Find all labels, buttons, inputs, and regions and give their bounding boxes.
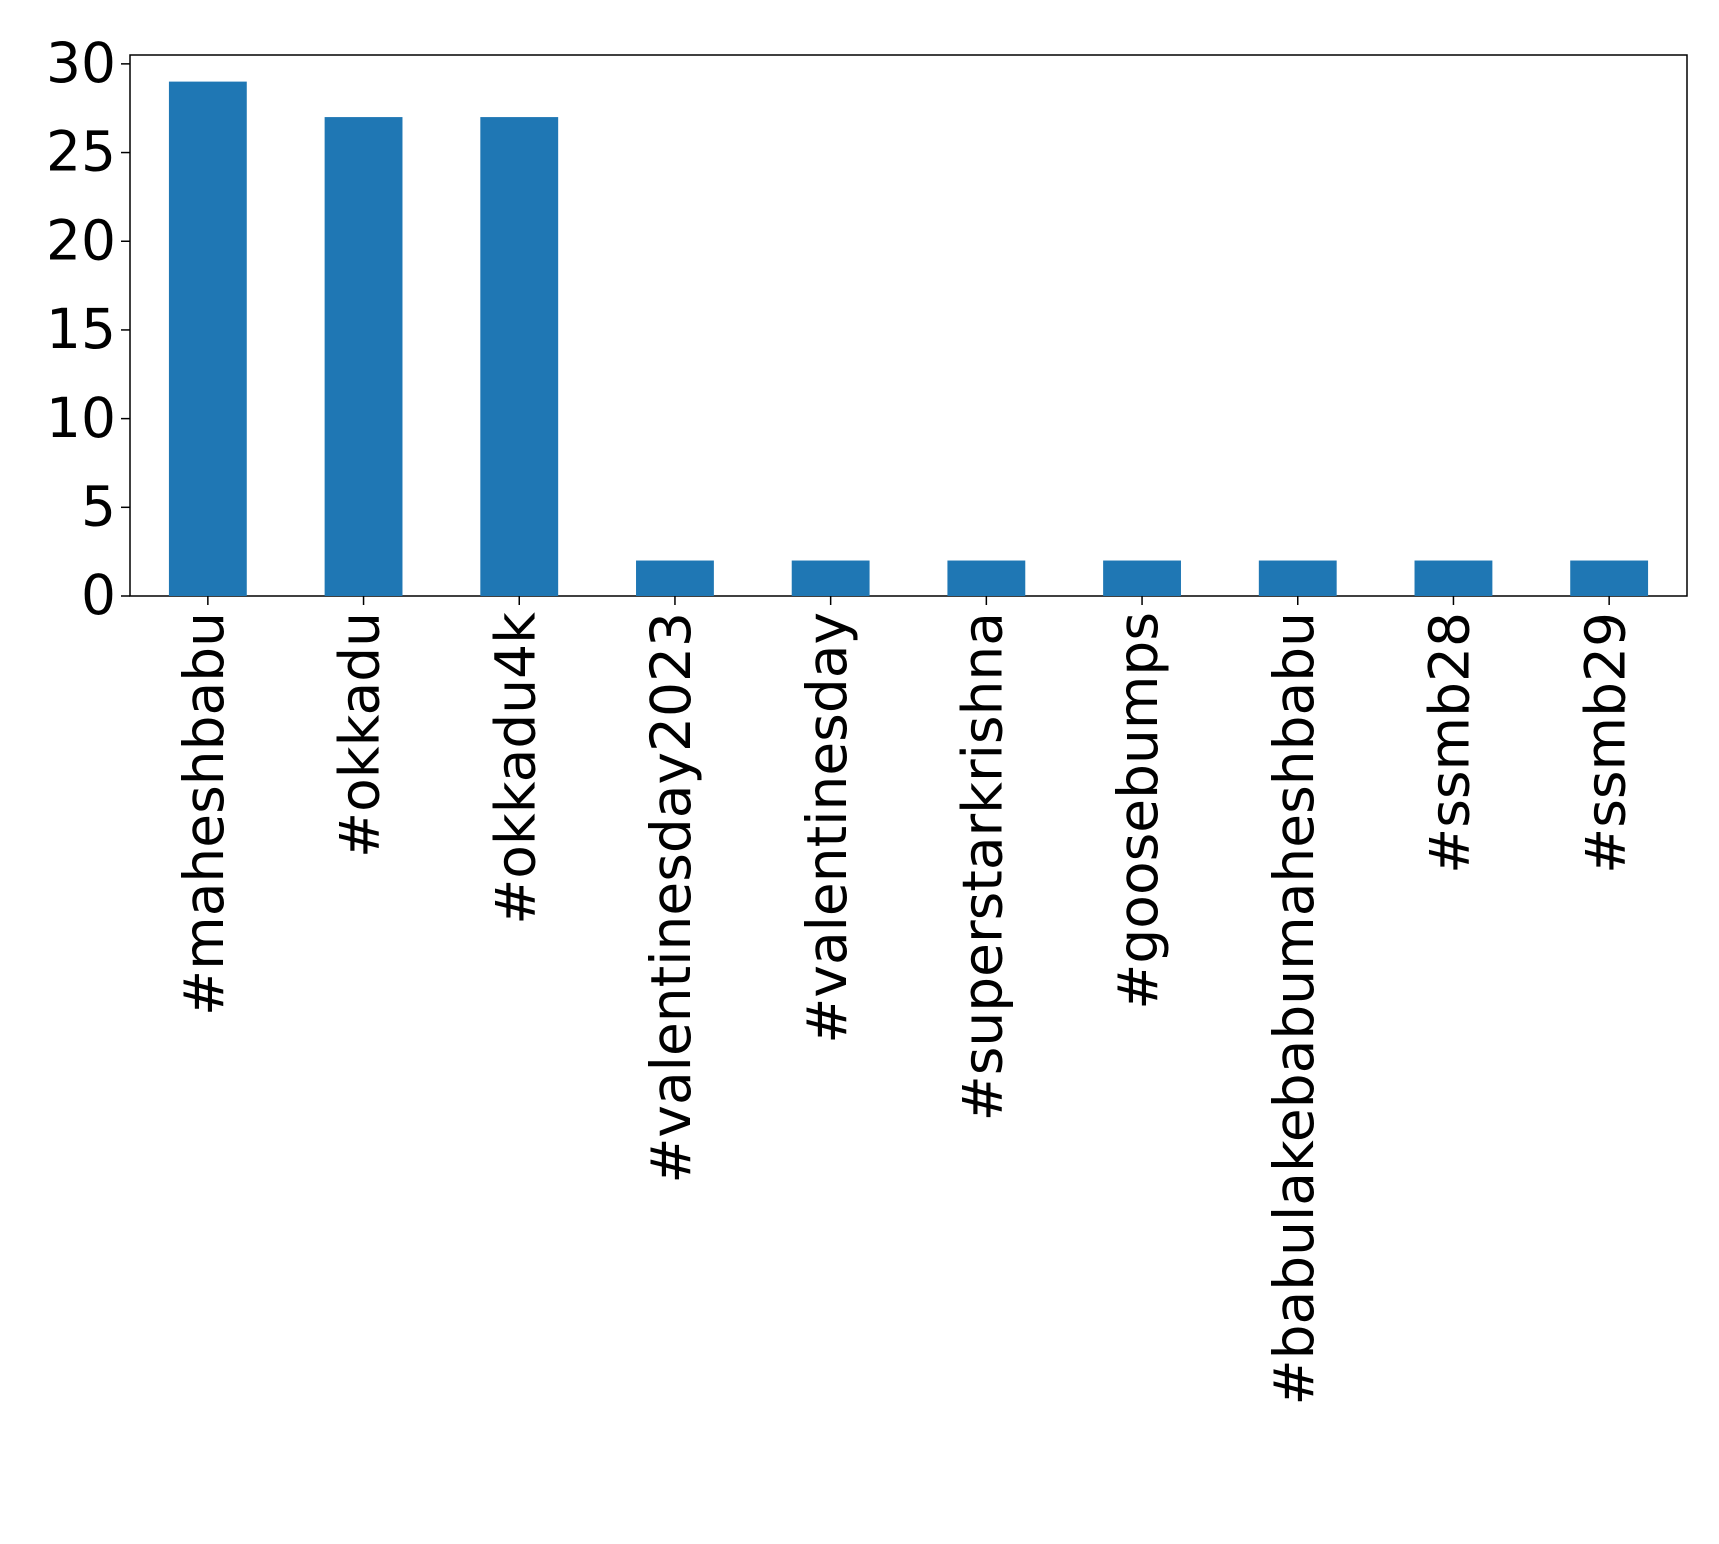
bar xyxy=(1414,560,1493,596)
x-tick-label: #okkadu4k xyxy=(483,612,547,925)
y-tick-label: 0 xyxy=(81,563,116,627)
x-tick-label: #valentinesday2023 xyxy=(639,612,703,1184)
x-tick-label: #ssmb29 xyxy=(1573,612,1637,874)
y-tick-label: 30 xyxy=(46,31,116,95)
bar xyxy=(791,560,870,596)
bar xyxy=(324,117,403,596)
x-tick-label: #ssmb28 xyxy=(1418,612,1482,874)
x-tick-label: #maheshbabu xyxy=(172,612,236,1016)
bar xyxy=(1258,560,1337,596)
x-tick-label: #goosebumps xyxy=(1106,612,1170,1010)
bar xyxy=(168,81,247,596)
y-tick-label: 15 xyxy=(46,297,116,361)
y-tick-label: 5 xyxy=(81,474,116,538)
plot-frame xyxy=(129,54,1688,597)
bar xyxy=(947,560,1026,596)
x-tick-label: #valentinesday xyxy=(795,612,859,1044)
bar xyxy=(636,560,714,596)
y-tick-label: 10 xyxy=(46,386,116,450)
bar xyxy=(480,117,559,596)
bar xyxy=(1570,560,1649,596)
y-tick-label: 20 xyxy=(46,208,116,272)
y-tick-label: 25 xyxy=(46,120,116,184)
bar xyxy=(1103,560,1181,596)
x-tick-label: #babulakebabumaheshbabu xyxy=(1262,612,1326,1405)
x-tick-label: #okkadu xyxy=(328,612,392,858)
x-tick-label: #superstarkrishna xyxy=(950,612,1014,1121)
